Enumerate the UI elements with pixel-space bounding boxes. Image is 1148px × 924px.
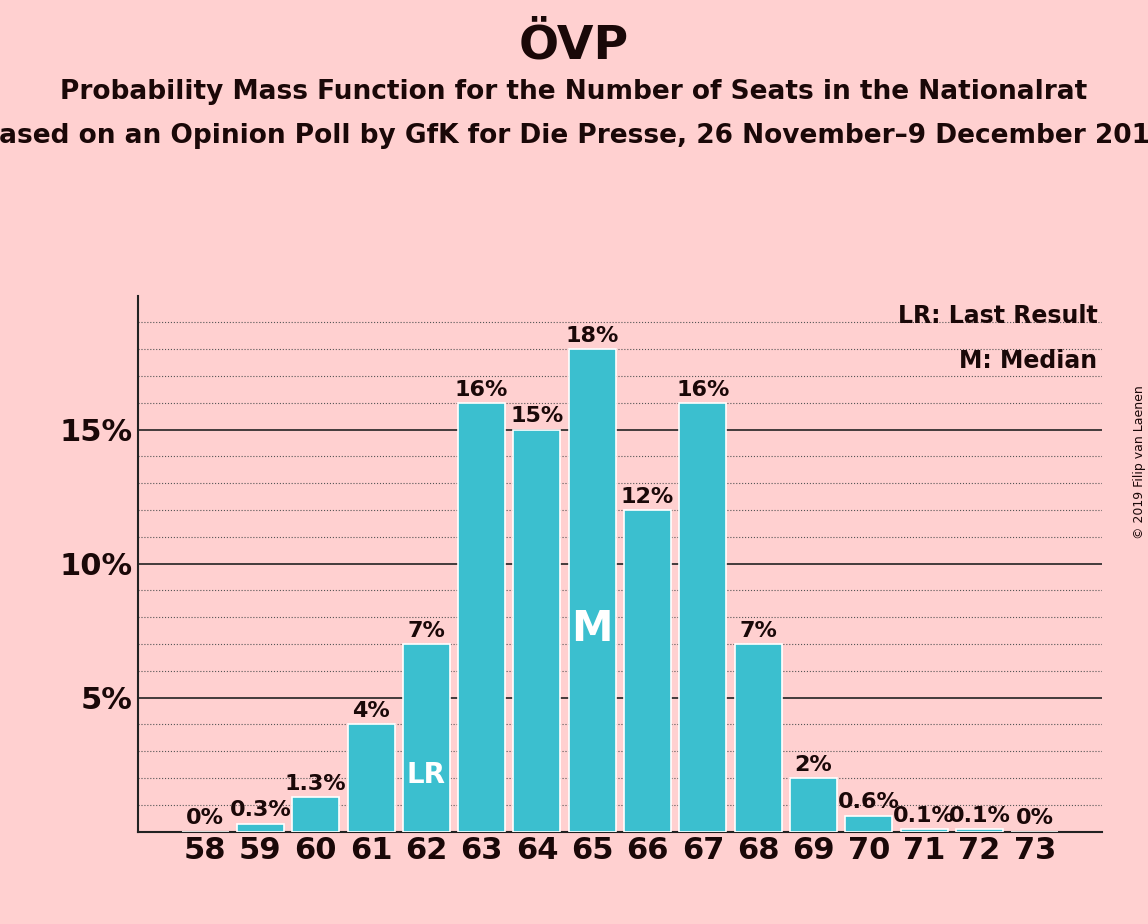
Text: © 2019 Filip van Laenen: © 2019 Filip van Laenen [1133, 385, 1146, 539]
Text: 7%: 7% [739, 621, 777, 641]
Text: ÖVP: ÖVP [519, 23, 629, 68]
Bar [293, 796, 339, 832]
Text: 16%: 16% [455, 380, 509, 400]
Bar [458, 403, 505, 832]
Text: Based on an Opinion Poll by GfK for Die Presse, 26 November–9 December 2018: Based on an Opinion Poll by GfK for Die … [0, 123, 1148, 149]
Text: 1.3%: 1.3% [285, 773, 347, 794]
Text: 0.6%: 0.6% [838, 792, 900, 812]
Text: M: M [572, 608, 613, 650]
Bar [790, 778, 837, 832]
Text: 0.3%: 0.3% [230, 800, 292, 821]
Text: 16%: 16% [676, 380, 730, 400]
Text: 18%: 18% [566, 326, 619, 346]
Text: 0%: 0% [1016, 808, 1054, 829]
Bar [236, 823, 284, 832]
Bar [513, 430, 560, 832]
Text: LR: Last Result: LR: Last Result [898, 304, 1097, 328]
Text: 0%: 0% [186, 808, 224, 829]
Text: M: Median: M: Median [959, 349, 1097, 373]
Text: 7%: 7% [408, 621, 445, 641]
Text: Probability Mass Function for the Number of Seats in the Nationalrat: Probability Mass Function for the Number… [61, 79, 1087, 104]
Bar [956, 829, 1003, 832]
Bar [625, 510, 672, 832]
Text: 12%: 12% [621, 487, 674, 507]
Bar [735, 644, 782, 832]
Bar [901, 829, 947, 832]
Bar [403, 644, 450, 832]
Text: 15%: 15% [511, 407, 564, 427]
Bar [680, 403, 727, 832]
Bar [568, 349, 615, 832]
Text: 2%: 2% [794, 755, 832, 775]
Text: 0.1%: 0.1% [893, 806, 955, 826]
Text: 4%: 4% [352, 701, 390, 722]
Text: LR: LR [406, 761, 445, 789]
Text: 0.1%: 0.1% [948, 806, 1010, 826]
Bar [845, 816, 892, 832]
Bar [348, 724, 395, 832]
